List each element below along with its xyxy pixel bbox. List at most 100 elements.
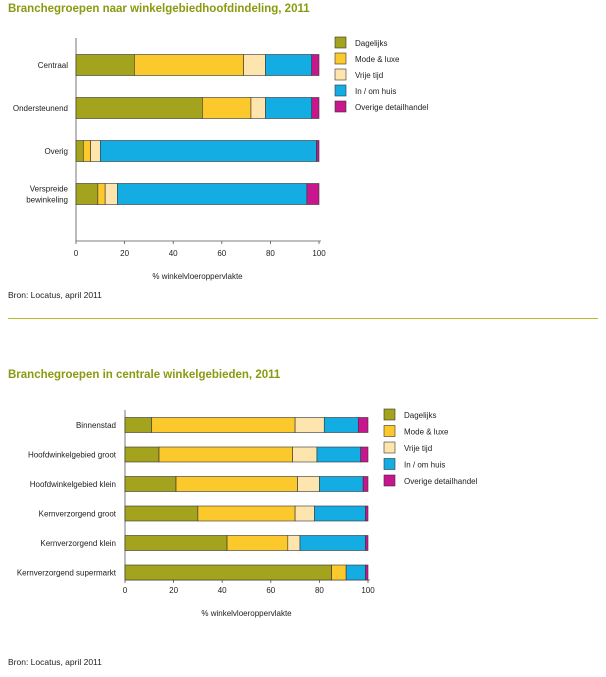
chart2-bar-segment xyxy=(314,505,366,522)
chart2-bar-segment xyxy=(287,535,301,551)
chart1-source: Bron: Locatus, april 2011 xyxy=(8,290,102,300)
chart2-category-label: Kernverzorgend groot xyxy=(39,510,117,519)
chart2-x-tick-label: 40 xyxy=(218,586,227,595)
chart1-legend-swatch xyxy=(334,84,347,97)
chart2-bar-segment xyxy=(292,446,318,463)
chart2-bar-segment xyxy=(124,446,160,463)
chart1-x-tick-label: 0 xyxy=(74,249,79,258)
chart2-legend-label: In / om huis xyxy=(404,461,445,470)
chart1-x-tick-label: 80 xyxy=(266,249,275,258)
chart2-category-label: Kernverzorgend klein xyxy=(40,539,116,548)
chart2-source: Bron: Locatus, april 2011 xyxy=(8,657,102,667)
chart2-legend-label: Dagelijks xyxy=(404,411,436,420)
chart1-x-tick-label: 40 xyxy=(169,249,178,258)
chart2-svg: 0 20 40 60 80 100 % winkelvloeroppervlakte Binn… xyxy=(17,408,478,618)
chart1-category-label: Verspreide bewinkeling xyxy=(26,185,68,205)
chart2-x-tick-label: 80 xyxy=(315,586,324,595)
chart1-legend-swatch xyxy=(334,68,347,81)
chart1-legend-label: Dagelijks xyxy=(355,39,387,48)
chart1-bar-segment xyxy=(265,97,313,119)
chart2-legend-swatch xyxy=(383,474,396,487)
chart1-bar-segment xyxy=(311,97,320,119)
chart1-legend-swatch xyxy=(334,100,347,113)
chart1-bar-segment xyxy=(75,54,135,76)
chart2-bar-segment xyxy=(158,446,293,463)
chart2-x-tick-label: 20 xyxy=(169,586,178,595)
chart1-title: Branchegroepen naar winkelgebiedhoofdind… xyxy=(8,3,310,15)
chart1-bar-segment xyxy=(75,97,203,119)
chart1-category-label: Ondersteunend xyxy=(13,104,68,113)
chart1-bar-segment xyxy=(82,140,91,162)
chart2-bar-segment xyxy=(297,476,320,492)
chart1-bar-segment xyxy=(243,54,266,76)
chart1-legend-label: Overige detailhandel xyxy=(355,103,429,112)
chart2-bar-segment xyxy=(323,417,359,433)
section-divider xyxy=(8,318,598,319)
chart2-x-tick-label: 0 xyxy=(123,586,128,595)
chart2-bar-segment xyxy=(319,476,364,492)
chart2-bar-segment xyxy=(365,505,369,522)
chart2-bar-segment xyxy=(124,417,153,433)
chart1-bar-segment xyxy=(97,183,106,205)
chart2-category-label: Hoofdwinkelgebied groot xyxy=(28,451,117,460)
chart2-bar-segment xyxy=(365,535,369,551)
chart2-bar-segment xyxy=(345,564,366,581)
chart2-bar-segment xyxy=(124,476,177,492)
chart1-x-axis-label: % winkelvloeroppervlakte xyxy=(152,272,243,281)
chart1-category-label: Centraal xyxy=(38,61,68,70)
chart2-legend-label: Vrije tijd xyxy=(404,444,432,453)
chart1-bar-segment xyxy=(306,183,320,205)
chart2-category-label: Hoofdwinkelgebied klein xyxy=(30,480,116,489)
chart2-bar-segment xyxy=(151,417,296,433)
chart2-bar-segment xyxy=(124,505,199,522)
chart1-bar-segment xyxy=(75,183,99,205)
chart1-legend-label: Mode & luxe xyxy=(355,55,400,64)
chart2-legend-swatch xyxy=(383,425,396,437)
chart1-x-tick-label: 60 xyxy=(217,249,226,258)
chart2-bar-segment xyxy=(357,417,369,433)
chart2-legend-swatch xyxy=(383,408,396,421)
chart1-bar-segment xyxy=(250,97,266,119)
chart2-bar-segment xyxy=(331,564,347,581)
chart1-bar-segment xyxy=(311,54,320,76)
chart1-bar-segment xyxy=(134,54,244,76)
chart2-legend-swatch xyxy=(383,458,396,470)
chart2-legend-swatch xyxy=(383,441,396,454)
chart2-x-tick-label: 100 xyxy=(361,586,375,595)
chart1-bar-segment xyxy=(117,183,308,205)
chart2-bar-segment xyxy=(299,535,366,551)
chart2-bar-segment xyxy=(175,476,298,492)
chart1-bar-segment xyxy=(90,140,101,162)
chart2-bar-segment xyxy=(197,505,296,522)
chart2-bar-segment xyxy=(124,564,332,581)
chart2-x-axis-label: % winkelvloeroppervlakte xyxy=(201,609,292,618)
chart2-category-label: Binnenstad xyxy=(76,421,116,430)
chart1-legend-swatch xyxy=(334,36,347,49)
chart1-legend-label: In / om huis xyxy=(355,87,396,96)
chart1-legend-label: Vrije tijd xyxy=(355,71,383,80)
chart2-x-tick-label: 60 xyxy=(266,586,275,595)
chart2-bar-segment xyxy=(294,417,325,433)
chart1-legend-swatch xyxy=(334,52,347,65)
chart2-legend-label: Overige detailhandel xyxy=(404,477,478,486)
chart2-bar-segment xyxy=(316,446,362,463)
chart2-bar-segment xyxy=(360,446,369,463)
chart2-bar-segment xyxy=(365,564,369,581)
chart2-legend-label: Mode & luxe xyxy=(404,428,449,437)
chart2-bar-segment xyxy=(124,535,228,551)
chart1-x-tick-label: 100 xyxy=(312,249,326,258)
chart2-title: Branchegroepen in centrale winkelgebiede… xyxy=(8,369,281,381)
chart2-bar-segment xyxy=(226,535,289,551)
chart1-bar-segment xyxy=(75,140,84,162)
chart1-bar-segment xyxy=(104,183,118,205)
chart2-category-label: Kernverzorgend supermarkt xyxy=(17,569,117,578)
chart1-bar-segment xyxy=(100,140,317,162)
chart1-bar-segment xyxy=(202,97,252,119)
chart1-bar-segment xyxy=(316,140,320,162)
chart1-x-tick-label: 20 xyxy=(120,249,129,258)
chart1-category-label: Overig xyxy=(44,147,68,156)
chart2-bar-segment xyxy=(362,476,369,492)
chart1-svg: 0 20 40 60 80 100 % winkelvloeroppervlakte Cent… xyxy=(13,36,429,281)
chart2-bar-segment xyxy=(294,505,315,522)
chart1-bar-segment xyxy=(265,54,313,76)
